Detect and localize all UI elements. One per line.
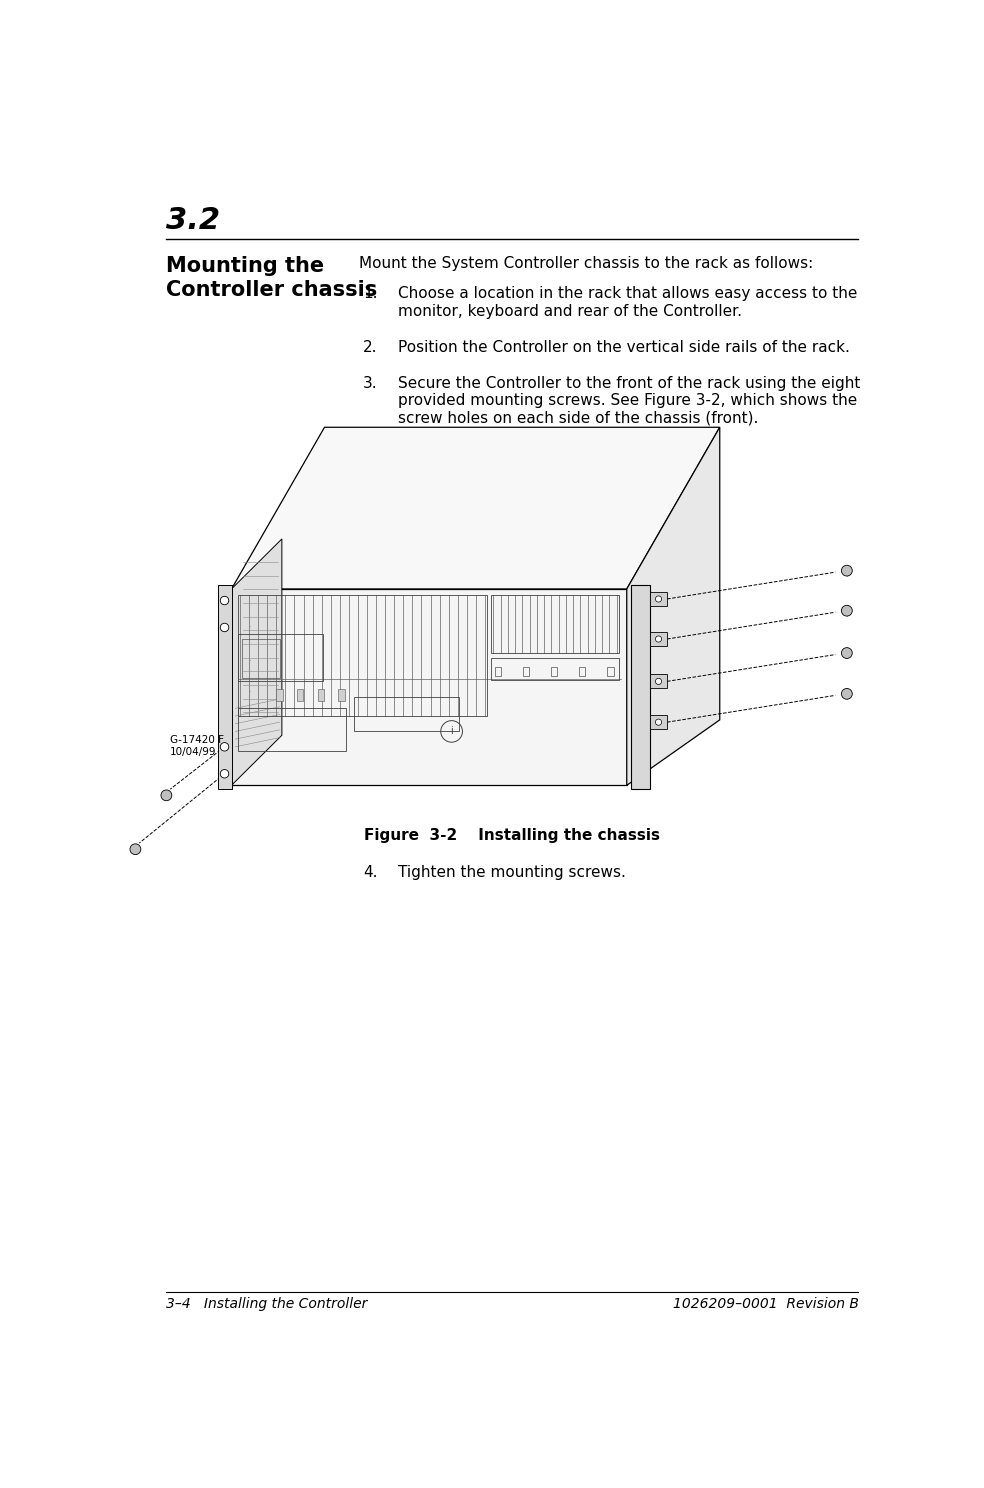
Text: Mounting the: Mounting the [165, 256, 324, 275]
Text: ·: · [249, 689, 251, 698]
Text: Figure  3-2    Installing the chassis: Figure 3-2 Installing the chassis [364, 827, 660, 842]
Text: Position the Controller on the vertical side rails of the rack.: Position the Controller on the vertical … [399, 341, 850, 356]
Bar [551, 667, 557, 676]
Text: Secure the Controller to the front of the rack using the eight
provided mounting: Secure the Controller to the front of th… [399, 375, 860, 426]
Circle shape [220, 769, 229, 778]
Bar [297, 689, 303, 701]
Polygon shape [231, 427, 719, 589]
Text: 2.: 2. [363, 341, 378, 356]
Circle shape [220, 597, 229, 604]
Text: ·: · [249, 658, 251, 667]
Circle shape [841, 689, 852, 699]
Text: Tighten the mounting screws.: Tighten the mounting screws. [399, 865, 626, 879]
Bar [217, 585, 231, 789]
Bar [238, 634, 323, 682]
Bar [607, 667, 614, 676]
Bar [580, 667, 585, 676]
Circle shape [655, 635, 661, 643]
Bar [523, 667, 529, 676]
Circle shape [161, 790, 172, 801]
Circle shape [220, 623, 229, 632]
Text: 4.: 4. [363, 865, 378, 879]
Bar [650, 592, 667, 606]
Bar [650, 716, 667, 729]
Text: Controller chassis: Controller chassis [165, 280, 377, 301]
Polygon shape [231, 589, 627, 786]
Bar [238, 708, 346, 750]
Bar [242, 638, 280, 677]
Text: 1026209–0001  Revision B: 1026209–0001 Revision B [673, 1296, 858, 1311]
Bar [495, 667, 501, 676]
Bar [277, 689, 282, 701]
Circle shape [841, 647, 852, 658]
Circle shape [655, 679, 661, 684]
Text: 3.: 3. [363, 375, 378, 391]
Circle shape [220, 743, 229, 751]
Text: 3–4   Installing the Controller: 3–4 Installing the Controller [165, 1296, 367, 1311]
Text: i: i [451, 726, 453, 737]
Text: 1.: 1. [363, 286, 378, 302]
Bar [238, 595, 487, 716]
Bar [491, 595, 619, 653]
Circle shape [841, 565, 852, 576]
Text: ·: · [249, 623, 251, 632]
Circle shape [655, 595, 661, 603]
Circle shape [841, 606, 852, 616]
Bar [650, 632, 667, 646]
Polygon shape [627, 427, 719, 786]
Bar [354, 696, 459, 732]
Circle shape [655, 719, 661, 725]
Bar [318, 689, 324, 701]
Circle shape [130, 844, 141, 854]
Text: Choose a location in the rack that allows easy access to the
monitor, keyboard a: Choose a location in the rack that allow… [399, 286, 857, 318]
Text: Mount the System Controller chassis to the rack as follows:: Mount the System Controller chassis to t… [359, 256, 814, 271]
Text: 3.2: 3.2 [165, 205, 219, 235]
Bar [631, 585, 650, 789]
Polygon shape [231, 539, 281, 786]
Bar [650, 674, 667, 689]
Bar [491, 658, 619, 680]
Bar [338, 689, 344, 701]
Text: G-17420 F
10/04/99: G-17420 F 10/04/99 [169, 735, 223, 757]
